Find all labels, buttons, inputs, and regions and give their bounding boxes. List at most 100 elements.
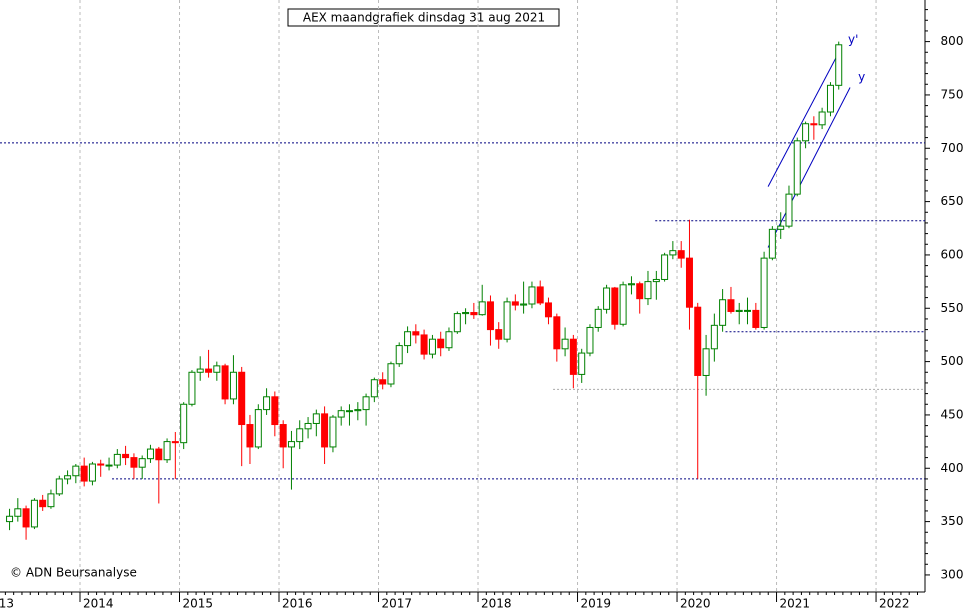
candle-body: [835, 44, 843, 86]
candle-body: [810, 123, 818, 126]
candle-body: [379, 379, 387, 385]
candle-body: [669, 250, 677, 256]
candle-body: [793, 140, 801, 195]
candle-body: [553, 316, 561, 350]
x-tick-label: 2017: [382, 597, 413, 610]
candle-body: [146, 448, 154, 460]
candle-body: [544, 302, 552, 318]
candle-body: [719, 299, 727, 326]
candle-body: [55, 478, 63, 495]
candle-body: [561, 338, 569, 350]
candle-body: [453, 313, 461, 333]
candle-body: [727, 299, 735, 312]
candle-body: [337, 410, 345, 418]
candle-body: [180, 403, 188, 444]
candle-body: [163, 441, 171, 461]
trend-label: y': [848, 33, 858, 47]
candle-body: [694, 306, 702, 376]
candle-body: [826, 84, 834, 113]
credit: © ADN Beursanalyse: [10, 566, 137, 580]
candle-body: [238, 371, 246, 426]
candle-body: [205, 368, 213, 373]
candle-body: [420, 334, 428, 355]
candle-body: [528, 286, 536, 305]
candle-body: [171, 441, 179, 444]
candle-body: [138, 458, 146, 468]
x-tick-label: 2020: [680, 597, 711, 610]
y-tick-label: 600: [941, 247, 964, 261]
trend-label: y: [858, 70, 865, 84]
candle-body: [80, 465, 88, 482]
candle-body: [246, 424, 254, 448]
candle-body: [586, 326, 594, 354]
x-tick-label: 2015: [183, 597, 214, 610]
candle-body: [39, 499, 47, 508]
candle-body: [354, 409, 362, 412]
candle-body: [370, 379, 378, 398]
y-tick-label: 400: [941, 461, 964, 475]
candle-body: [412, 331, 420, 336]
candle-body: [395, 345, 403, 365]
y-tick-label: 300: [941, 567, 964, 581]
candle-body: [113, 453, 121, 466]
x-tick-label: 2016: [282, 597, 313, 610]
candle-body: [470, 312, 478, 316]
candle-body: [520, 303, 528, 306]
candle-body: [88, 463, 96, 482]
candle-body: [345, 410, 353, 413]
y-tick-label: 350: [941, 514, 964, 528]
y-tick-label: 550: [941, 301, 964, 315]
candle-body: [685, 257, 693, 308]
candle-body: [735, 309, 743, 312]
candle-body: [818, 111, 826, 126]
y-tick-label: 800: [941, 34, 964, 48]
candle-body: [263, 396, 271, 411]
candle-body: [428, 338, 436, 355]
y-tick-label: 450: [941, 407, 964, 421]
candle-body: [603, 287, 611, 310]
candle-body: [802, 123, 810, 142]
candle-body: [254, 409, 262, 448]
candle-body: [437, 338, 445, 349]
candle-body: [503, 301, 511, 340]
candle-body: [279, 424, 287, 448]
candle-body: [304, 422, 312, 430]
candle-body: [661, 254, 669, 280]
candle-body: [155, 448, 163, 461]
candle-body: [14, 508, 22, 517]
candle-body: [213, 365, 221, 373]
x-tick-label: 2018: [481, 597, 512, 610]
candle-body: [636, 283, 644, 300]
candle-body: [611, 287, 619, 325]
trend-line: [767, 49, 841, 187]
candle-body: [188, 371, 196, 405]
candle-body: [478, 301, 486, 316]
candle-body: [644, 281, 652, 300]
candle-body: [578, 352, 586, 375]
candle-body: [594, 308, 602, 328]
candle-body: [536, 286, 544, 304]
candle-body: [743, 309, 751, 312]
x-tick-label: 2014: [83, 597, 114, 610]
candle-body: [387, 363, 395, 385]
candle-body: [22, 508, 30, 528]
trend-line: [767, 87, 851, 248]
candle-body: [569, 338, 577, 375]
x-tick-label: 2013: [0, 597, 14, 610]
title-box: [287, 8, 560, 27]
chart-title: AEX maandgrafiek dinsdag 31 aug 2021: [303, 11, 545, 25]
x-tick-label: 2022: [879, 597, 910, 610]
candle-body: [47, 493, 55, 508]
candle-body: [677, 250, 685, 259]
candle-body: [752, 309, 760, 328]
candle-body: [97, 463, 105, 466]
candle-body: [329, 416, 337, 448]
y-tick-label: 650: [941, 194, 964, 208]
y-tick-label: 500: [941, 354, 964, 368]
candle-body: [777, 225, 785, 230]
candle-body: [760, 257, 768, 328]
candle-body: [619, 284, 627, 325]
candle-body: [196, 368, 204, 373]
candle-body: [652, 278, 660, 283]
